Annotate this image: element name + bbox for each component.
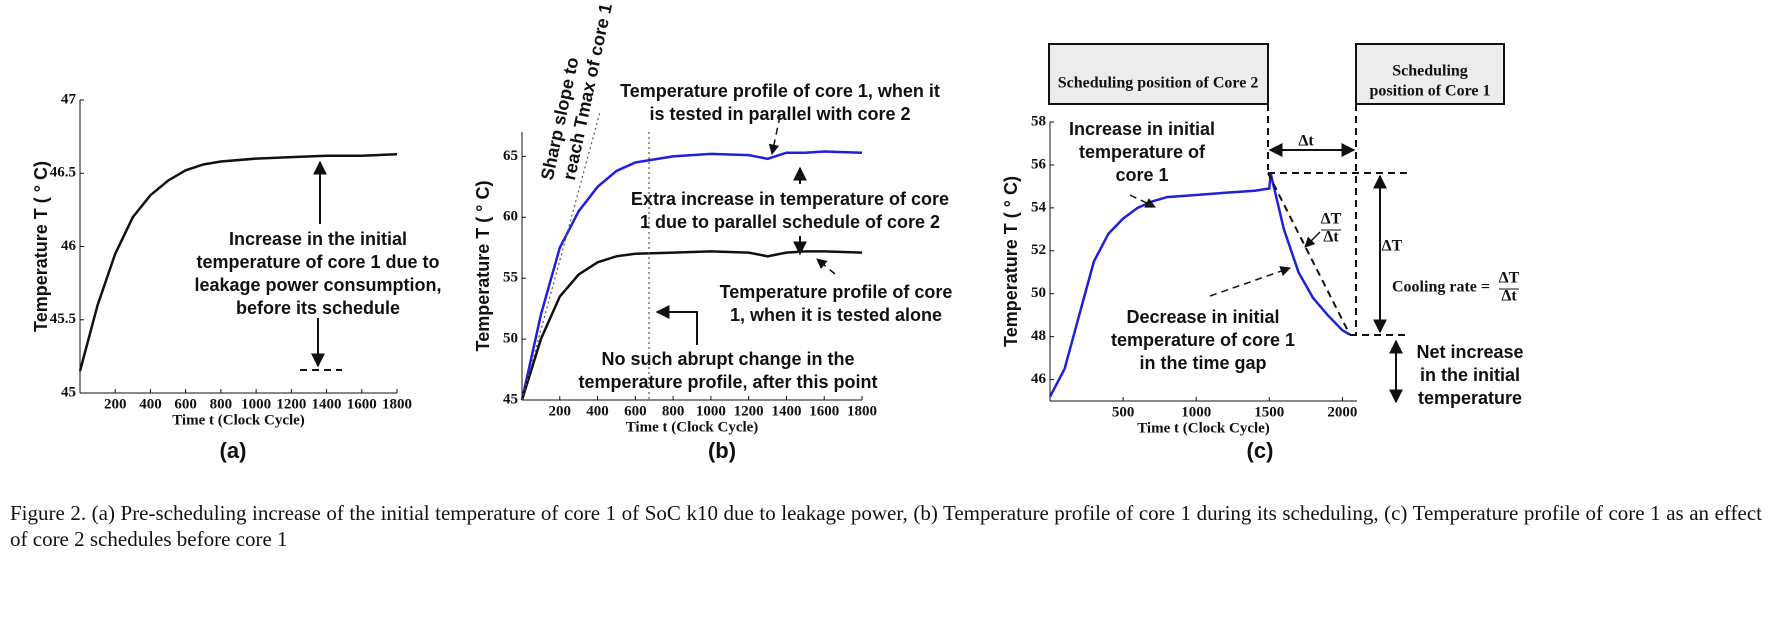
x-tick-label: 200: [104, 396, 127, 412]
panel-label: (c): [1247, 438, 1274, 463]
annotation: Decrease in initial: [1126, 307, 1279, 327]
panel-label: (b): [708, 438, 736, 463]
x-tick-label: 1800: [382, 396, 412, 412]
annotation: 1, when it is tested alone: [730, 305, 942, 325]
annotation: Net increase: [1416, 342, 1523, 362]
annotation: core 1: [1115, 165, 1168, 185]
x-tick-label: 600: [624, 403, 647, 419]
annotation: temperature of core 1: [1111, 330, 1295, 350]
annotation: Δt: [1501, 288, 1517, 305]
annotation: Δt: [1298, 133, 1314, 150]
schedule-box: [1355, 43, 1505, 105]
caption: Figure 2. (a) Pre-scheduling increase of…: [10, 501, 1762, 551]
annotation: ΔT: [1382, 238, 1403, 255]
x-axis-label: Time t (Clock Cycle): [1137, 420, 1270, 436]
annotation: ΔT: [1499, 270, 1520, 287]
y-tick-label: 45.5: [50, 311, 76, 327]
annotation: ΔT: [1321, 211, 1342, 228]
x-axis-label: Time t (Clock Cycle): [626, 419, 759, 435]
connector: [1129, 194, 1156, 208]
figure: 45 45.5 46 46.5 47 200 400 600 800 1000 1200 1400 16…: [31, 2, 1524, 463]
y-axis-label: Temperature T ( ° C): [31, 161, 51, 332]
x-tick-label: 2000: [1327, 404, 1357, 420]
annotation: Scheduling position of Core 2: [1058, 75, 1259, 92]
y-tick-label: 65: [503, 148, 518, 164]
y-axis-label: Temperature T ( ° C): [473, 181, 493, 352]
connector: [1209, 266, 1291, 297]
annotation: Increase in the initial: [229, 229, 407, 249]
y-tick-label: 45: [61, 384, 76, 400]
annotation: is tested in parallel with core 2: [649, 104, 910, 124]
connector: [1267, 172, 1351, 336]
annotation: temperature profile, after this point: [578, 372, 877, 392]
annotation: No such abrupt change in the: [601, 349, 854, 369]
y-tick-label: 46.5: [50, 165, 76, 181]
x-tick-label: 1400: [312, 396, 342, 412]
x-tick-label: 200: [549, 403, 572, 419]
x-axis-label: Time t (Clock Cycle): [172, 412, 305, 428]
annotation: Increase in initial: [1069, 119, 1215, 139]
x-tick-label: 1600: [347, 396, 377, 412]
annotation: temperature of core 1 due to: [196, 252, 439, 272]
annotation: 1 due to parallel schedule of core 2: [640, 212, 940, 232]
annotation: Δt: [1323, 229, 1339, 246]
y-tick-label: 56: [1031, 156, 1047, 172]
y-tick-label: 48: [1031, 328, 1046, 344]
annotation: Scheduling: [1392, 63, 1468, 80]
x-tick-label: 800: [210, 396, 233, 412]
y-tick-label: 54: [1031, 199, 1047, 215]
annotation: Cooling rate =: [1392, 279, 1490, 296]
panel-label: (a): [220, 438, 247, 463]
x-tick-label: 1000: [241, 396, 271, 412]
y-tick-label: 50: [1031, 285, 1046, 301]
annotation: Extra increase in temperature of core: [631, 189, 949, 209]
y-tick-label: 45: [503, 391, 518, 407]
y-tick-label: 58: [1031, 113, 1046, 129]
x-tick-label: 1500: [1254, 404, 1284, 420]
y-tick-label: 46: [1031, 371, 1047, 387]
annotation: temperature of: [1079, 142, 1206, 162]
x-tick-label: 1000: [1181, 404, 1211, 420]
x-tick-label: 400: [139, 396, 162, 412]
annotation: before its schedule: [236, 298, 400, 318]
x-tick-label: 800: [662, 403, 685, 419]
connector: [816, 258, 836, 275]
data-line: [78, 152, 398, 372]
x-tick-label: 1000: [696, 403, 726, 419]
data-line: [1048, 173, 1351, 398]
x-tick-label: 1200: [734, 403, 764, 419]
annotation: leakage power consumption,: [194, 275, 441, 295]
x-tick-label: 1800: [847, 403, 877, 419]
annotation: Temperature profile of core: [720, 282, 953, 302]
y-tick-label: 52: [1031, 242, 1046, 258]
x-tick-label: 500: [1112, 404, 1135, 420]
connector: [655, 305, 698, 345]
x-tick-label: 600: [174, 396, 197, 412]
x-tick-label: 1400: [771, 403, 801, 419]
y-tick-label: 47: [61, 91, 77, 107]
y-axis-label: Temperature T ( ° C): [1001, 176, 1021, 347]
annotation: in the time gap: [1139, 353, 1266, 373]
y-tick-label: 50: [503, 331, 518, 347]
x-tick-label: 1600: [809, 403, 839, 419]
annotation: Temperature profile of core 1, when it: [620, 81, 940, 101]
y-tick-label: 46: [61, 238, 77, 254]
annotation: temperature: [1418, 388, 1522, 408]
connector: [768, 115, 781, 156]
annotation: position of Core 1: [1369, 83, 1490, 100]
connector: [1304, 231, 1321, 248]
annotation: in the initial: [1420, 365, 1520, 385]
x-tick-label: 400: [586, 403, 609, 419]
y-tick-label: 55: [503, 270, 518, 286]
x-tick-label: 1200: [276, 396, 306, 412]
y-tick-label: 60: [503, 209, 518, 225]
schedule-box: [1048, 43, 1269, 105]
